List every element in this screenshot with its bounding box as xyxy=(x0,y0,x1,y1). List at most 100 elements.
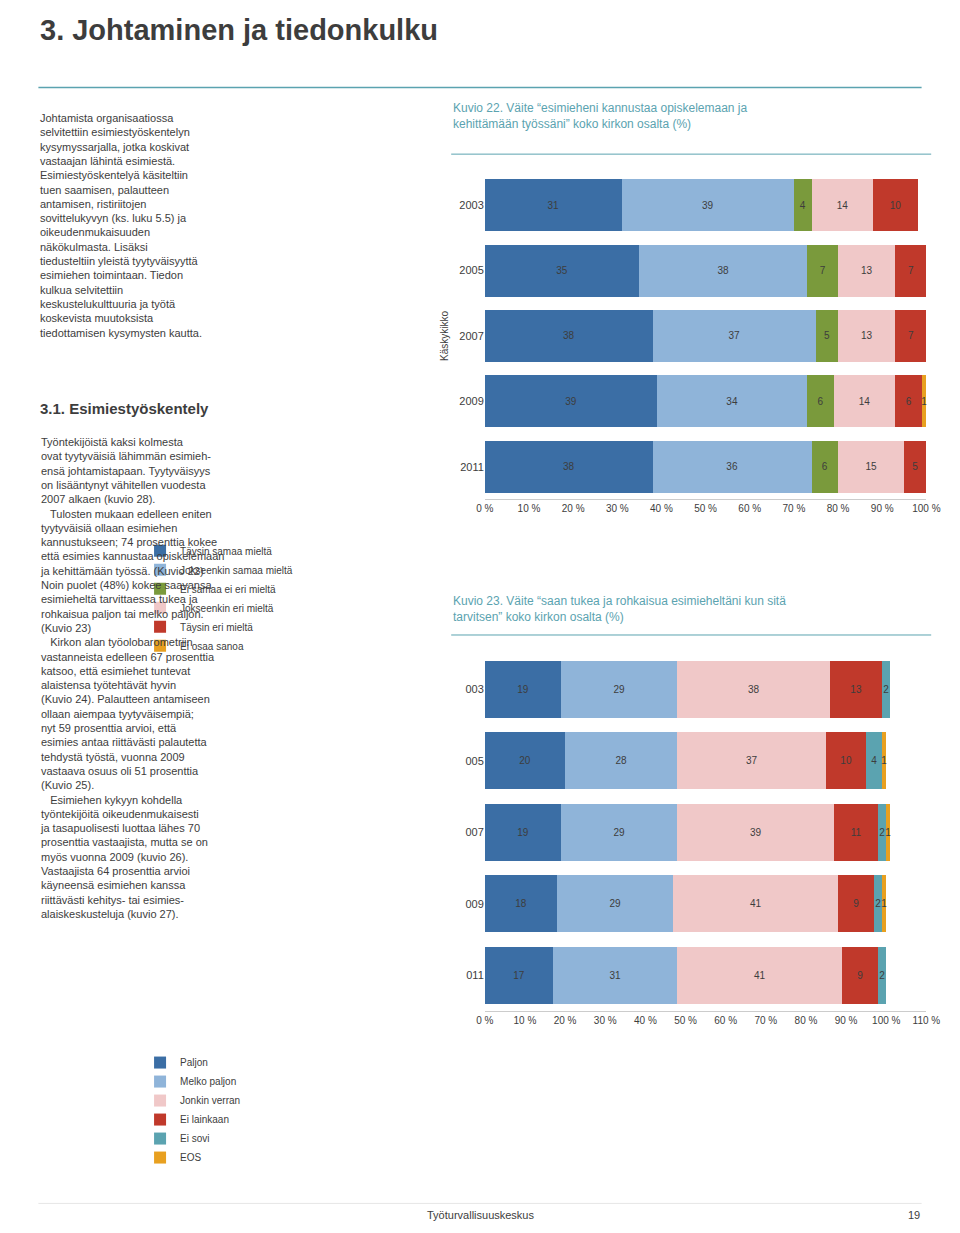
svg-text:40 %: 40 % xyxy=(650,503,673,514)
svg-text:0 %: 0 % xyxy=(476,1015,493,1026)
svg-text:28: 28 xyxy=(616,755,628,766)
svg-text:2003: 2003 xyxy=(459,199,483,211)
svg-text:20 %: 20 % xyxy=(562,503,585,514)
svg-text:Työturvallisuuskeskus: Työturvallisuuskeskus xyxy=(427,1209,534,1221)
svg-text:4: 4 xyxy=(800,200,806,211)
svg-text:3. Johtaminen ja tiedonkulku: 3. Johtaminen ja tiedonkulku xyxy=(40,14,438,46)
svg-text:34: 34 xyxy=(726,396,738,407)
svg-text:003: 003 xyxy=(465,683,483,695)
svg-text:17: 17 xyxy=(513,970,525,981)
svg-text:Paljon: Paljon xyxy=(180,1057,208,1068)
svg-text:29: 29 xyxy=(609,898,621,909)
svg-text:50 %: 50 % xyxy=(674,1015,697,1026)
svg-text:38: 38 xyxy=(563,330,575,341)
svg-text:31: 31 xyxy=(609,970,621,981)
svg-text:13: 13 xyxy=(850,684,862,695)
svg-text:10 %: 10 % xyxy=(514,1015,537,1026)
svg-text:2: 2 xyxy=(875,898,881,909)
svg-text:39: 39 xyxy=(702,200,714,211)
svg-text:Ei osaa sanoa: Ei osaa sanoa xyxy=(180,641,244,652)
svg-text:5: 5 xyxy=(824,330,830,341)
svg-text:2: 2 xyxy=(879,970,885,981)
svg-text:Käskykikko: Käskykikko xyxy=(439,311,450,361)
svg-text:4: 4 xyxy=(871,755,877,766)
svg-text:14: 14 xyxy=(859,396,871,407)
svg-text:007: 007 xyxy=(465,826,483,838)
svg-text:2: 2 xyxy=(879,827,885,838)
svg-text:Täysin eri mieltä: Täysin eri mieltä xyxy=(180,622,253,633)
svg-text:10: 10 xyxy=(840,755,852,766)
svg-text:Ei lainkaan: Ei lainkaan xyxy=(180,1114,229,1125)
svg-text:13: 13 xyxy=(861,265,873,276)
svg-text:80 %: 80 % xyxy=(795,1015,818,1026)
svg-text:2007: 2007 xyxy=(459,330,483,342)
svg-text:100 %: 100 % xyxy=(912,503,940,514)
svg-text:Täysin samaa mieltä: Täysin samaa mieltä xyxy=(180,546,272,557)
svg-text:2011: 2011 xyxy=(460,461,484,473)
svg-text:20 %: 20 % xyxy=(554,1015,577,1026)
svg-text:29: 29 xyxy=(614,684,626,695)
svg-text:38: 38 xyxy=(563,461,575,472)
svg-text:29: 29 xyxy=(614,827,626,838)
svg-text:18: 18 xyxy=(515,898,527,909)
svg-text:6: 6 xyxy=(817,396,823,407)
svg-text:009: 009 xyxy=(465,898,483,910)
svg-text:1: 1 xyxy=(881,898,887,909)
svg-text:60 %: 60 % xyxy=(714,1015,737,1026)
svg-text:19: 19 xyxy=(908,1209,920,1221)
svg-text:70 %: 70 % xyxy=(754,1015,777,1026)
svg-text:10 %: 10 % xyxy=(518,503,541,514)
svg-text:90 %: 90 % xyxy=(871,503,894,514)
svg-text:37: 37 xyxy=(746,755,758,766)
svg-text:3.1. Esimiestyöskentely: 3.1. Esimiestyöskentely xyxy=(40,400,209,417)
svg-text:38: 38 xyxy=(748,684,760,695)
svg-text:1: 1 xyxy=(921,396,927,407)
svg-text:10: 10 xyxy=(890,200,902,211)
svg-text:Kuvio 23. Väite “saan tukea ja: Kuvio 23. Väite “saan tukea ja rohkaisua… xyxy=(453,594,786,624)
svg-text:6: 6 xyxy=(822,461,828,472)
svg-text:31: 31 xyxy=(547,200,559,211)
svg-text:41: 41 xyxy=(750,898,762,909)
svg-text:Ei samaa ei eri mieltä: Ei samaa ei eri mieltä xyxy=(180,584,276,595)
svg-text:38: 38 xyxy=(717,265,729,276)
svg-text:20: 20 xyxy=(519,755,531,766)
svg-text:6: 6 xyxy=(906,396,912,407)
svg-text:5: 5 xyxy=(912,461,918,472)
svg-text:9: 9 xyxy=(857,970,863,981)
svg-text:36: 36 xyxy=(726,461,738,472)
svg-text:011: 011 xyxy=(466,969,484,981)
svg-text:Melko paljon: Melko paljon xyxy=(180,1076,236,1087)
svg-text:19: 19 xyxy=(517,684,529,695)
svg-text:90 %: 90 % xyxy=(835,1015,858,1026)
svg-text:70 %: 70 % xyxy=(783,503,806,514)
svg-text:9: 9 xyxy=(853,898,859,909)
svg-text:Työntekijöistä kaksi kolmestao: Työntekijöistä kaksi kolmestaovat tyytyv… xyxy=(40,436,224,920)
svg-text:39: 39 xyxy=(565,396,577,407)
svg-text:Kuvio 22. Väite “esimieheni ka: Kuvio 22. Väite “esimieheni kannustaa op… xyxy=(453,101,748,131)
svg-text:100 %: 100 % xyxy=(872,1015,900,1026)
svg-text:50 %: 50 % xyxy=(694,503,717,514)
svg-text:14: 14 xyxy=(837,200,849,211)
svg-text:Ei sovi: Ei sovi xyxy=(180,1133,209,1144)
svg-text:30 %: 30 % xyxy=(606,503,629,514)
svg-text:30 %: 30 % xyxy=(594,1015,617,1026)
svg-text:2005: 2005 xyxy=(459,264,483,276)
svg-text:005: 005 xyxy=(465,755,483,767)
svg-text:80 %: 80 % xyxy=(827,503,850,514)
svg-text:7: 7 xyxy=(820,265,826,276)
svg-text:15: 15 xyxy=(865,461,877,472)
svg-text:19: 19 xyxy=(517,827,529,838)
svg-text:40 %: 40 % xyxy=(634,1015,657,1026)
svg-text:60 %: 60 % xyxy=(738,503,761,514)
svg-text:110 %: 110 % xyxy=(913,1015,941,1026)
svg-text:11: 11 xyxy=(851,827,862,838)
svg-text:Jokseenkin eri mieltä: Jokseenkin eri mieltä xyxy=(180,603,274,614)
svg-text:41: 41 xyxy=(754,970,766,981)
svg-text:2009: 2009 xyxy=(459,395,483,407)
svg-text:35: 35 xyxy=(556,265,568,276)
svg-text:7: 7 xyxy=(908,265,914,276)
svg-text:2: 2 xyxy=(883,684,889,695)
svg-text:0 %: 0 % xyxy=(476,503,493,514)
svg-text:7: 7 xyxy=(908,330,914,341)
svg-text:Jonkin verran: Jonkin verran xyxy=(180,1095,240,1106)
